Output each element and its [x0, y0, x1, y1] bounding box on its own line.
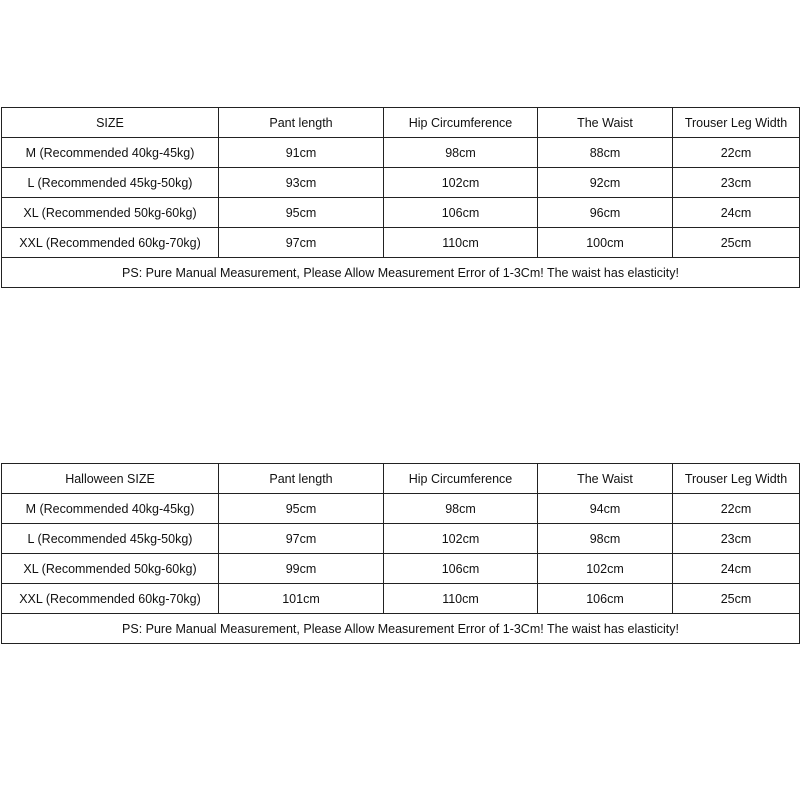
table-cell: 100cm [537, 227, 673, 258]
table-cell: 97cm [218, 523, 384, 554]
measurement-note: PS: Pure Manual Measurement, Please Allo… [1, 613, 800, 644]
halloween-size-chart-table: Halloween SIZE Pant length Hip Circumferen… [1, 463, 800, 644]
table-cell: 22cm [672, 137, 800, 168]
column-header: Hip Circumference [383, 107, 538, 138]
table-cell: 24cm [672, 553, 800, 584]
column-header: The Waist [537, 463, 673, 494]
table-row: XL (Recommended 50kg-60kg) 95cm 106cm 96cm 2… [1, 197, 800, 228]
table-cell: 106cm [383, 553, 538, 584]
note-row: PS: Pure Manual Measurement, Please Allo… [1, 257, 800, 288]
table-cell: XL (Recommended 50kg-60kg) [1, 197, 219, 228]
header-row: Halloween SIZE Pant length Hip Circumferen… [1, 463, 800, 494]
table-cell: 22cm [672, 493, 800, 524]
column-header: Trouser Leg Width [672, 107, 800, 138]
table-row: XXL (Recommended 60kg-70kg) 97cm 110cm 100c… [1, 227, 800, 258]
table-cell: 102cm [537, 553, 673, 584]
table-cell: L (Recommended 45kg-50kg) [1, 523, 219, 554]
table-cell: 91cm [218, 137, 384, 168]
table-cell: 98cm [383, 137, 538, 168]
note-row: PS: Pure Manual Measurement, Please Allo… [1, 613, 800, 644]
table-row: XXL (Recommended 60kg-70kg) 101cm 110cm 106… [1, 583, 800, 614]
table-cell: 24cm [672, 197, 800, 228]
table-cell: 95cm [218, 197, 384, 228]
table-cell: L (Recommended 45kg-50kg) [1, 167, 219, 198]
table-cell: 92cm [537, 167, 673, 198]
table-cell: 101cm [218, 583, 384, 614]
column-header: Halloween SIZE [1, 463, 219, 494]
table-row: M (Recommended 40kg-45kg) 91cm 98cm 88cm 22c… [1, 137, 800, 168]
column-header: Trouser Leg Width [672, 463, 800, 494]
table-cell: 102cm [383, 523, 538, 554]
table-cell: 97cm [218, 227, 384, 258]
table-cell: 110cm [383, 227, 538, 258]
table-cell: 23cm [672, 167, 800, 198]
table-cell: 25cm [672, 227, 800, 258]
table-cell: 102cm [383, 167, 538, 198]
table-cell: XXL (Recommended 60kg-70kg) [1, 583, 219, 614]
table-cell: 94cm [537, 493, 673, 524]
column-header: The Waist [537, 107, 673, 138]
table-cell: XL (Recommended 50kg-60kg) [1, 553, 219, 584]
table-cell: 93cm [218, 167, 384, 198]
table-row: M (Recommended 40kg-45kg) 95cm 98cm 94cm 22c… [1, 493, 800, 524]
column-header: Pant length [218, 463, 384, 494]
header-row: SIZE Pant length Hip Circumference The Wais… [1, 107, 800, 138]
table-cell: 95cm [218, 493, 384, 524]
table-cell: 106cm [383, 197, 538, 228]
measurement-note: PS: Pure Manual Measurement, Please Allo… [1, 257, 800, 288]
table-cell: 98cm [537, 523, 673, 554]
table-cell: 98cm [383, 493, 538, 524]
column-header: SIZE [1, 107, 219, 138]
table-cell: 88cm [537, 137, 673, 168]
table-row: L (Recommended 45kg-50kg) 97cm 102cm 98cm 23… [1, 523, 800, 554]
table-cell: 96cm [537, 197, 673, 228]
size-chart-table: SIZE Pant length Hip Circumference The Wais… [1, 107, 800, 288]
column-header: Hip Circumference [383, 463, 538, 494]
table-cell: M (Recommended 40kg-45kg) [1, 493, 219, 524]
table-row: L (Recommended 45kg-50kg) 93cm 102cm 92cm 23… [1, 167, 800, 198]
column-header: Pant length [218, 107, 384, 138]
table-cell: M (Recommended 40kg-45kg) [1, 137, 219, 168]
table-row: XL (Recommended 50kg-60kg) 99cm 106cm 102cm… [1, 553, 800, 584]
table-cell: 106cm [537, 583, 673, 614]
table-cell: 23cm [672, 523, 800, 554]
table-cell: XXL (Recommended 60kg-70kg) [1, 227, 219, 258]
table-cell: 25cm [672, 583, 800, 614]
table-cell: 99cm [218, 553, 384, 584]
table-cell: 110cm [383, 583, 538, 614]
